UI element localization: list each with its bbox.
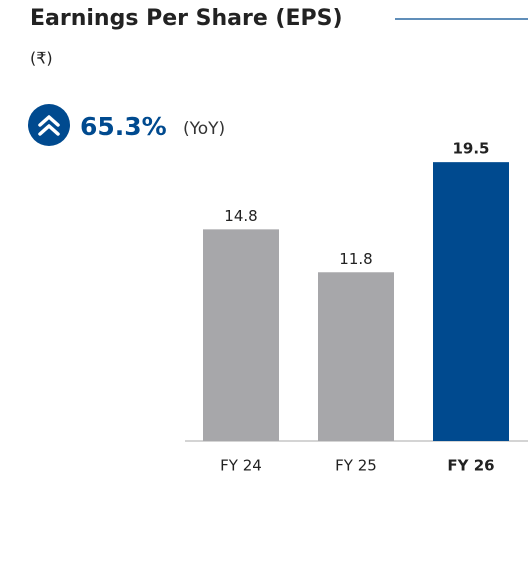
annotation-value: 65.3% (80, 112, 167, 141)
yoy-icon (28, 104, 70, 146)
chart-subtitle: (₹) (30, 49, 53, 68)
value-label: 11.8 (339, 250, 372, 268)
value-label: 19.5 (452, 140, 489, 158)
chart-title: Earnings Per Share (EPS) (30, 6, 343, 31)
bar (203, 229, 279, 441)
bar (318, 272, 394, 441)
x-tick-label: FY 24 (220, 457, 262, 475)
x-tick-label: FY 26 (447, 457, 494, 475)
value-label: 14.8 (224, 207, 257, 225)
x-tick-label: FY 25 (335, 457, 377, 475)
annotation-note: (YoY) (183, 119, 225, 139)
bar (433, 162, 509, 441)
